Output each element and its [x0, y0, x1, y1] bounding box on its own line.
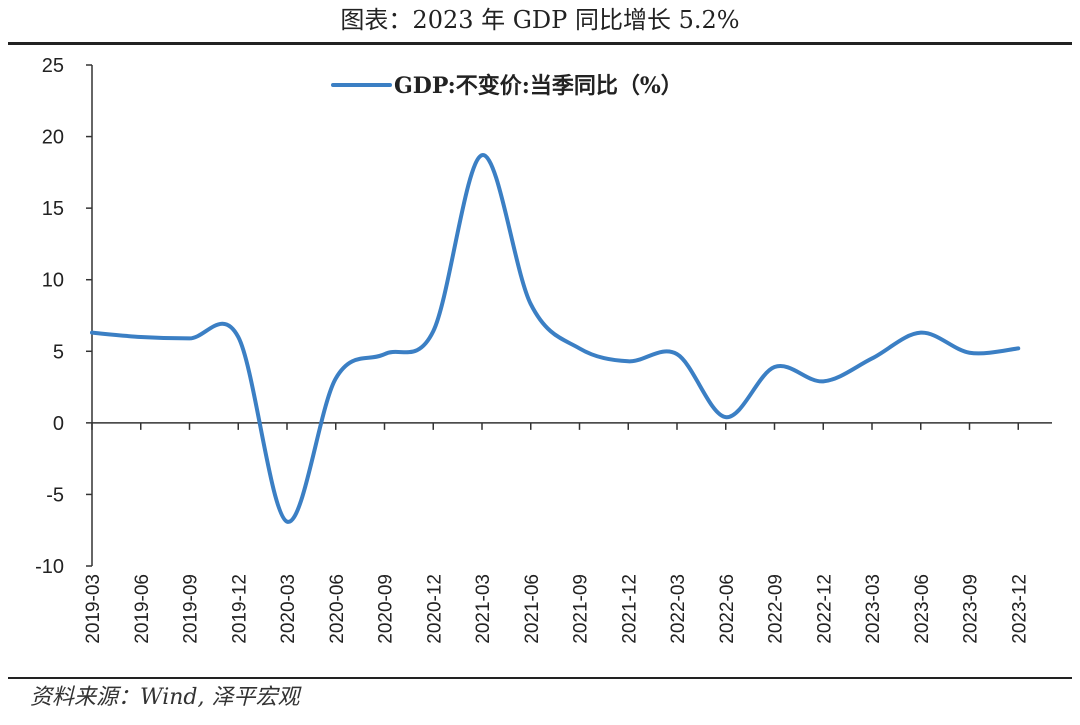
y-tick-label: 20: [42, 127, 64, 149]
x-tick-label: 2023-09: [961, 574, 982, 644]
x-tick-label: 2020-06: [327, 574, 348, 644]
y-tick-label: 15: [42, 198, 64, 220]
source-note: 资料来源：Wind, 泽平宏观: [30, 685, 300, 710]
series-line-gdp: [90, 153, 1021, 524]
x-tick-label: 2020-12: [424, 574, 445, 644]
gdp-line-chart: -10 -5 0 5 10 15 20 25 2019-03 2019-06 2019-09 2019…: [35, 55, 1052, 644]
x-tick-label: 2019-03: [83, 574, 104, 644]
x-tick-label: 2020-09: [376, 574, 397, 644]
x-tick-label: 2022-03: [668, 574, 689, 644]
x-tick-label: 2019-06: [132, 574, 153, 644]
top-rule: [8, 42, 1072, 45]
x-tick-label: 2019-09: [181, 574, 202, 644]
y-tick-label: -5: [46, 484, 64, 506]
y-tick-label: 5: [53, 341, 64, 363]
x-tick-label: 2021-03: [473, 574, 494, 644]
x-tick-label: 2019-12: [229, 574, 250, 644]
legend-label: GDP:不变价:当季同比（%）: [394, 73, 683, 99]
x-tick-label: 2020-03: [278, 574, 299, 644]
x-tick-label: 2023-12: [1009, 574, 1030, 644]
y-tick-label: 0: [53, 413, 64, 435]
y-tick-label: 25: [42, 55, 64, 77]
x-tick-label: 2023-06: [912, 574, 933, 644]
x-tick-label: 2021-12: [619, 574, 640, 644]
y-tick-label: -10: [35, 556, 64, 578]
x-tick-label: 2023-03: [863, 574, 884, 644]
x-tick-label: 2022-06: [717, 574, 738, 644]
x-tick-label: 2021-06: [522, 574, 543, 644]
x-tick-label: 2021-09: [571, 574, 592, 644]
x-tick-label: 2022-09: [766, 574, 787, 644]
y-tick-label: 10: [42, 270, 64, 292]
x-tick-label: 2022-12: [814, 574, 835, 644]
bottom-rule: [8, 677, 1072, 679]
chart-title: 图表：2023 年 GDP 同比增长 5.2%: [340, 6, 740, 34]
